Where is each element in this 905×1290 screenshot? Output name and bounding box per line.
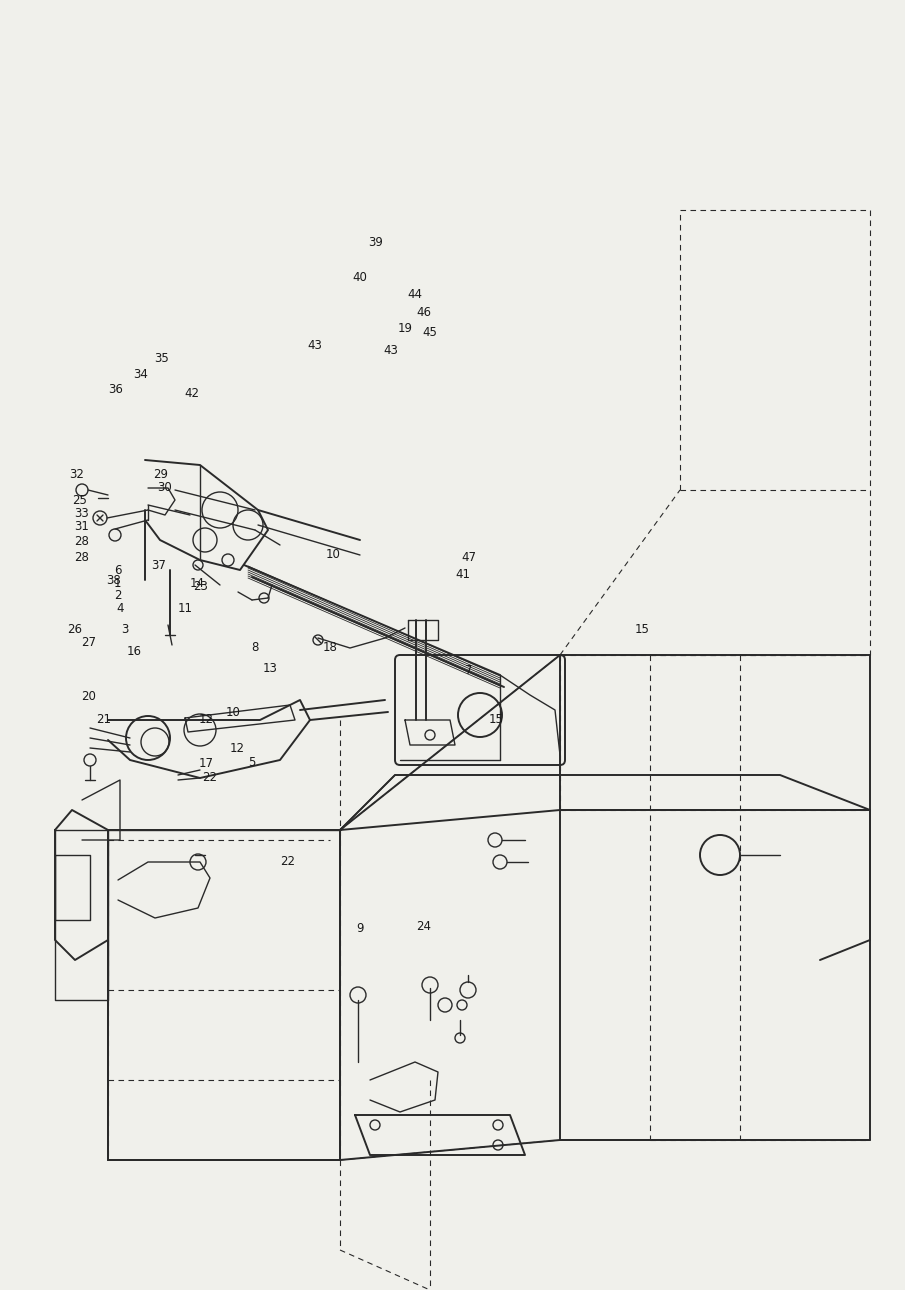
Text: 35: 35 [154, 352, 168, 365]
Text: 39: 39 [368, 236, 383, 249]
Text: 28: 28 [74, 551, 89, 564]
Text: 1: 1 [114, 577, 121, 590]
Text: 21: 21 [97, 713, 111, 726]
Text: 19: 19 [398, 322, 413, 335]
Text: 2: 2 [114, 590, 121, 602]
Text: 6: 6 [114, 564, 121, 577]
Text: 11: 11 [178, 602, 193, 615]
Text: 46: 46 [416, 306, 431, 319]
Text: 37: 37 [151, 559, 166, 571]
Text: 32: 32 [70, 468, 84, 481]
Text: 10: 10 [326, 548, 340, 561]
Text: 3: 3 [121, 623, 129, 636]
Text: 8: 8 [252, 641, 259, 654]
Text: 17: 17 [199, 757, 214, 770]
Text: 31: 31 [74, 520, 89, 533]
Text: 36: 36 [109, 383, 123, 396]
Text: 26: 26 [67, 623, 81, 636]
Text: 9: 9 [357, 922, 364, 935]
Text: 29: 29 [154, 468, 168, 481]
Text: 44: 44 [407, 288, 422, 301]
Text: 25: 25 [72, 494, 87, 507]
Text: 38: 38 [106, 574, 120, 587]
Text: 15: 15 [635, 623, 650, 636]
Text: 5: 5 [248, 756, 255, 769]
Text: 22: 22 [203, 771, 217, 784]
Text: 40: 40 [353, 271, 367, 284]
Text: 41: 41 [456, 568, 471, 580]
Text: 33: 33 [74, 507, 89, 520]
Text: 22: 22 [281, 855, 295, 868]
Text: 20: 20 [81, 690, 96, 703]
Text: 13: 13 [262, 662, 277, 675]
Text: 7: 7 [465, 664, 472, 677]
Text: 24: 24 [416, 920, 431, 933]
Text: 14: 14 [190, 577, 205, 590]
Text: 12: 12 [199, 713, 214, 726]
Text: 18: 18 [323, 641, 338, 654]
Text: 15: 15 [489, 713, 503, 726]
Text: 42: 42 [185, 387, 199, 400]
Text: 45: 45 [423, 326, 437, 339]
Text: 34: 34 [133, 368, 148, 381]
Text: 10: 10 [226, 706, 241, 719]
Text: 28: 28 [74, 535, 89, 548]
Text: 23: 23 [194, 580, 208, 593]
Text: 27: 27 [81, 636, 96, 649]
Text: 30: 30 [157, 481, 172, 494]
Text: 16: 16 [127, 645, 141, 658]
Text: 12: 12 [230, 742, 244, 755]
Text: 47: 47 [462, 551, 476, 564]
Text: 4: 4 [117, 602, 124, 615]
Text: 43: 43 [384, 344, 398, 357]
Text: 43: 43 [308, 339, 322, 352]
